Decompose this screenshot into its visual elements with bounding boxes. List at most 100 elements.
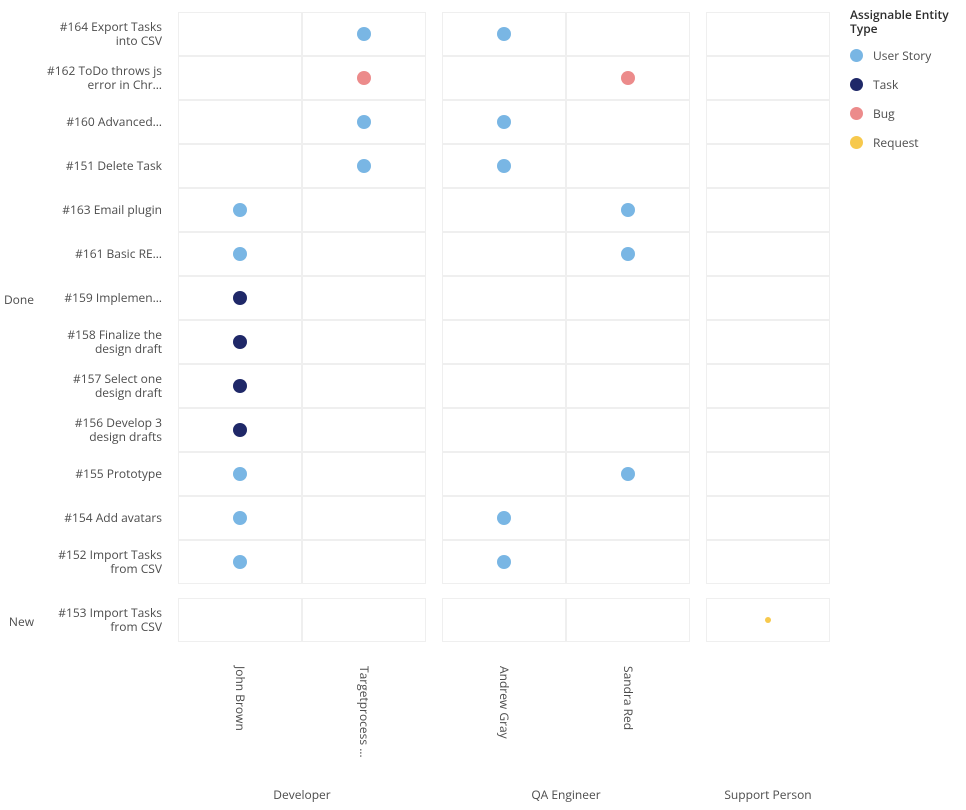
legend-swatch [850, 49, 863, 62]
row-label: #159 Implemen… [40, 291, 162, 305]
matrix-cell [706, 188, 830, 232]
row-label: #160 Advanced… [40, 115, 162, 129]
role-axis-label: Support Person [708, 786, 828, 803]
data-point[interactable] [357, 71, 371, 85]
legend-label: Request [873, 134, 919, 151]
matrix-cell [302, 496, 426, 540]
legend-item-request[interactable]: Request [850, 134, 960, 151]
matrix-cell [706, 320, 830, 364]
matrix-cell [566, 12, 690, 56]
matrix-cell [302, 364, 426, 408]
matrix-cell [442, 598, 566, 642]
matrix-cell [442, 276, 566, 320]
data-point[interactable] [357, 115, 371, 129]
matrix-cell [566, 276, 690, 320]
data-point[interactable] [233, 467, 247, 481]
row-label: #155 Prototype [40, 467, 162, 481]
legend-swatch [850, 136, 863, 149]
matrix-cell [442, 56, 566, 100]
data-point[interactable] [233, 247, 247, 261]
row-label: #164 Export Tasks into CSV [40, 20, 162, 48]
matrix-cell [566, 144, 690, 188]
matrix-cell [442, 320, 566, 364]
person-axis-label: Andrew Gray [496, 666, 513, 739]
data-point[interactable] [497, 27, 511, 41]
matrix-cell [706, 408, 830, 452]
matrix-cell [302, 598, 426, 642]
data-point[interactable] [233, 335, 247, 349]
matrix-cell [706, 232, 830, 276]
data-point[interactable] [621, 247, 635, 261]
legend-label: Bug [873, 105, 895, 122]
row-label: #152 Import Tasks from CSV [40, 548, 162, 576]
matrix-cell [302, 188, 426, 232]
matrix-cell [566, 408, 690, 452]
row-label: #162 ToDo throws js error in Chr… [40, 64, 162, 92]
data-point[interactable] [621, 203, 635, 217]
status-group-label: Done [0, 291, 34, 308]
matrix-cell [706, 452, 830, 496]
person-axis-label: Targetprocess … [356, 666, 373, 758]
matrix-cell [302, 320, 426, 364]
data-point[interactable] [233, 511, 247, 525]
data-point[interactable] [497, 555, 511, 569]
matrix-cell [302, 452, 426, 496]
matrix-cell [442, 452, 566, 496]
data-point[interactable] [233, 291, 247, 305]
matrix-cell [178, 144, 302, 188]
data-point[interactable] [233, 379, 247, 393]
matrix-cell [442, 364, 566, 408]
legend-item-user_story[interactable]: User Story [850, 47, 960, 64]
chart-legend: Assignable Entity Type User Story Task Bug… [850, 8, 960, 163]
row-label: #163 Email plugin [40, 203, 162, 217]
legend-item-task[interactable]: Task [850, 76, 960, 93]
data-point[interactable] [497, 511, 511, 525]
matrix-cell [706, 144, 830, 188]
status-group-label: New [0, 613, 34, 630]
matrix-cell [706, 364, 830, 408]
matrix-cell [706, 12, 830, 56]
matrix-cell [706, 540, 830, 584]
matrix-cell [442, 188, 566, 232]
matrix-cell [302, 408, 426, 452]
matrix-cell [442, 232, 566, 276]
legend-item-bug[interactable]: Bug [850, 105, 960, 122]
matrix-cell [302, 540, 426, 584]
legend-label: Task [873, 76, 898, 93]
role-axis-label: Developer [242, 786, 362, 803]
row-label: #158 Finalize the design draft [40, 328, 162, 356]
legend-swatch [850, 78, 863, 91]
row-label: #151 Delete Task [40, 159, 162, 173]
matrix-cell [566, 100, 690, 144]
data-point[interactable] [233, 423, 247, 437]
role-axis-label: QA Engineer [506, 786, 626, 803]
data-point[interactable] [497, 115, 511, 129]
data-point[interactable] [233, 203, 247, 217]
data-point[interactable] [621, 71, 635, 85]
data-point[interactable] [357, 159, 371, 173]
legend-label: User Story [873, 47, 931, 64]
data-point[interactable] [621, 467, 635, 481]
person-axis-label: John Brown [232, 666, 249, 731]
matrix-cell [178, 100, 302, 144]
matrix-cell [706, 56, 830, 100]
matrix-cell [566, 598, 690, 642]
matrix-cell [178, 12, 302, 56]
person-axis-label: Sandra Red [620, 666, 637, 730]
matrix-cell [442, 408, 566, 452]
data-point[interactable] [357, 27, 371, 41]
row-label: #153 Import Tasks from CSV [40, 606, 162, 634]
matrix-cell [706, 100, 830, 144]
matrix-cell [178, 598, 302, 642]
matrix-cell [566, 540, 690, 584]
matrix-cell [178, 56, 302, 100]
assignment-matrix-chart: #164 Export Tasks into CSV #162 ToDo thro… [0, 0, 840, 810]
matrix-cell [302, 232, 426, 276]
data-point[interactable] [233, 555, 247, 569]
row-label: #156 Develop 3 design drafts [40, 416, 162, 444]
data-point[interactable] [765, 617, 771, 623]
matrix-cell [706, 496, 830, 540]
legend-title: Assignable Entity Type [850, 8, 960, 37]
data-point[interactable] [497, 159, 511, 173]
matrix-cell [566, 320, 690, 364]
